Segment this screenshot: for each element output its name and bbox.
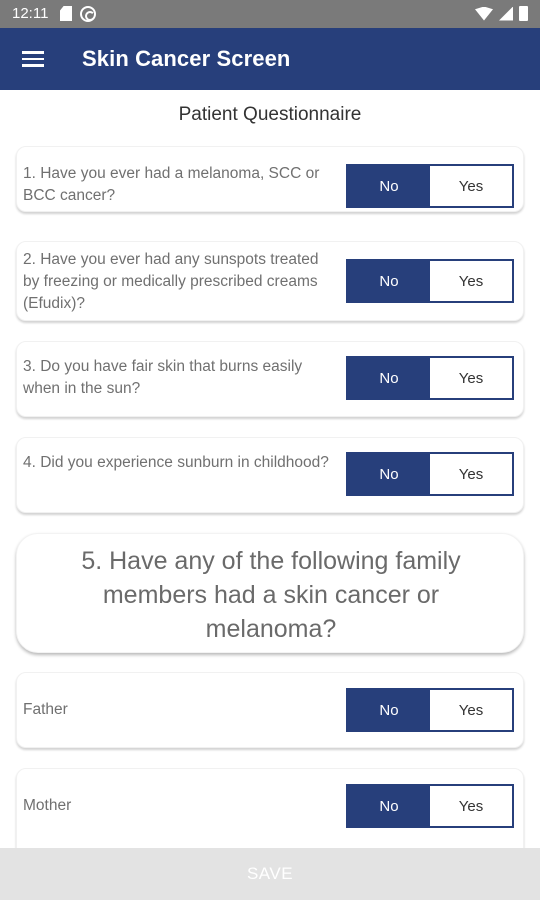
footer-bar: SAVE [0,848,540,900]
family-member-card-mother: Mother No Yes [16,768,524,848]
status-time: 12:11 [12,5,49,22]
toggle-mother: No Yes [346,784,514,828]
wifi-icon [475,6,493,21]
no-option-3[interactable]: No [348,358,430,398]
yes-option-3[interactable]: Yes [430,358,512,398]
question-text-1: 1. Have you ever had a melanoma, SCC or … [23,165,320,204]
section-title: Patient Questionnaire [178,104,362,125]
save-button[interactable]: SAVE [246,864,294,883]
no-option-4[interactable]: No [348,454,430,494]
no-option-mother[interactable]: No [348,786,430,826]
toggle-question-2: No Yes [346,259,514,303]
toggle-father: No Yes [346,688,514,732]
question-text-4: 4. Did you experience sunburn in childho… [23,454,329,471]
questionnaire-content[interactable]: Patient Questionnaire 1. Have you ever h… [0,90,540,848]
sd-card-icon [60,6,72,21]
question-text-2: 2. Have you ever had any sunspots treate… [23,251,319,312]
question-card-3: 3. Do you have fair skin that burns easi… [16,341,524,417]
no-option-1[interactable]: No [348,166,430,206]
sync-icon [80,6,96,22]
signal-icon [499,6,513,21]
question-card-1: 1. Have you ever had a melanoma, SCC or … [16,146,524,212]
status-bar: 12:11 [0,0,540,28]
app-bar: Skin Cancer Screen [0,28,540,90]
yes-option-mother[interactable]: Yes [430,786,512,826]
toggle-question-4: No Yes [346,452,514,496]
yes-option-4[interactable]: Yes [430,454,512,494]
no-option-2[interactable]: No [348,261,430,301]
yes-option-1[interactable]: Yes [430,166,512,206]
family-member-card-father: Father No Yes [16,672,524,748]
app-title: Skin Cancer Screen [82,46,291,71]
yes-option-2[interactable]: Yes [430,261,512,301]
question-card-4: 4. Did you experience sunburn in childho… [16,437,524,513]
toggle-question-3: No Yes [346,356,514,400]
battery-icon [519,6,528,21]
no-option-father[interactable]: No [348,690,430,730]
family-question-text: 5. Have any of the following family memb… [81,547,461,643]
toggle-question-1: No Yes [346,164,514,208]
family-member-label-mother: Mother [23,797,72,814]
question-text-3: 3. Do you have fair skin that burns easi… [23,358,303,397]
menu-icon[interactable] [22,51,44,67]
question-card-2: 2. Have you ever had any sunspots treate… [16,241,524,321]
yes-option-father[interactable]: Yes [430,690,512,730]
family-question-card: 5. Have any of the following family memb… [16,533,524,653]
family-member-label-father: Father [23,701,68,718]
